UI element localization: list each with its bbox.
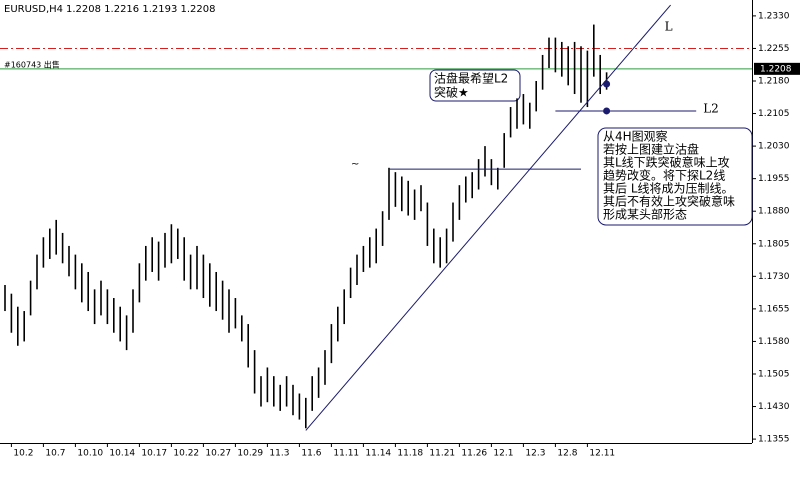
x-tick-label: 11.11	[333, 449, 359, 459]
x-tick-label: 12.8	[557, 449, 577, 459]
x-tick-label: 11.14	[365, 449, 391, 459]
marker: ~	[351, 159, 359, 170]
trend-line	[305, 4, 671, 431]
x-tick-label: 10.17	[141, 449, 167, 459]
y-tick-label: 1.1955	[758, 174, 790, 184]
x-tick-label: 10.7	[45, 449, 65, 459]
note-box	[429, 69, 521, 102]
dot	[603, 80, 611, 88]
x-tick-label: 12.1	[493, 449, 513, 459]
x-tick-label: 10.27	[205, 449, 231, 459]
y-tick-label: 1.2030	[758, 142, 790, 152]
x-tick-label: 10.22	[173, 449, 199, 459]
x-tick-label: 11.26	[461, 449, 487, 459]
y-tick-label: 1.1580	[758, 337, 790, 347]
price-box-label: 1.2208	[760, 64, 792, 74]
note-text: 其L线下跌突破意味上攻	[603, 155, 730, 170]
note-text: 其后 L线将成为压制线。	[603, 182, 734, 196]
y-tick-label: 1.1355	[758, 435, 790, 445]
y-tick-label: 1.2180	[758, 76, 790, 86]
note-text: 沽盘最希望L2	[434, 71, 508, 86]
note-text: 若按上图建立沽盘	[603, 142, 699, 157]
x-tick-label: 10.29	[237, 449, 263, 459]
x-tick-label: 11.21	[429, 449, 455, 459]
y-tick-label: 1.1430	[758, 402, 790, 412]
y-tick-label: 1.2105	[758, 109, 790, 119]
note-text: 其后不有效上攻突破意味	[603, 194, 735, 209]
l2-label: L2	[703, 101, 719, 115]
y-tick-label: 1.1655	[758, 304, 790, 314]
y-tick-label: 1.1880	[758, 207, 790, 217]
note-text: 趋势改变。将下探L2线	[603, 168, 725, 183]
x-tick-label: 10.14	[109, 449, 135, 459]
ohlc: 1.2208 1.2216 1.2193 1.2208	[66, 4, 216, 15]
x-tick-label: 11.3	[269, 449, 289, 459]
x-tick-label: 12.3	[525, 449, 545, 459]
x-tick-label: 10.10	[77, 449, 103, 459]
y-tick-label: 1.1505	[758, 369, 790, 379]
y-tick-label: 1.2255	[758, 44, 790, 54]
x-tick-label: 10.2	[13, 449, 33, 459]
y-tick-label: 1.2330	[758, 11, 790, 21]
y-tick-label: 1.1730	[758, 272, 790, 282]
price-box	[754, 62, 800, 75]
x-tick-label: 11.6	[301, 449, 321, 459]
note-box	[597, 127, 753, 226]
order-label: #160743 出售	[4, 59, 60, 69]
x-tick-label: 12.11	[589, 449, 615, 459]
trend-label: L	[665, 20, 673, 34]
y-tick-label: 1.1805	[758, 239, 790, 249]
note-text: 从4H图观察	[603, 130, 668, 144]
x-tick-label: 11.18	[397, 449, 423, 459]
note-text: 突破★	[434, 85, 469, 100]
dot	[603, 107, 611, 115]
symbol: EURUSD,H4	[4, 4, 63, 15]
note-text: 形成某头部形态	[603, 207, 687, 222]
